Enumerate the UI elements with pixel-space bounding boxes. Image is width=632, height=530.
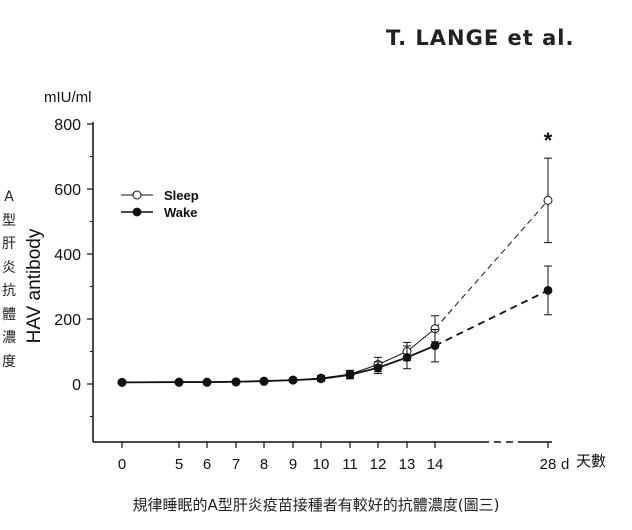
x-tick-label: 12 [370, 456, 387, 473]
y-ticks: 0 200 400 600 800 [54, 117, 93, 417]
y-tick-label: 600 [54, 182, 81, 199]
x-tick-label: 0 [118, 456, 126, 473]
side-label-vertical: A型肝炎抗體濃度 [2, 189, 16, 370]
point-wake [345, 370, 355, 380]
point-wake [202, 377, 212, 387]
annotations: * [544, 128, 553, 153]
point-wake [316, 374, 326, 384]
series-points [117, 157, 553, 387]
point-wake [174, 377, 184, 387]
legend-label-wake: Wake [164, 205, 197, 220]
x-tick-label: 7 [232, 456, 240, 473]
point-wake [231, 377, 241, 387]
axes [92, 122, 552, 443]
series-lines [121, 200, 549, 384]
series-dashed-sleep [434, 200, 549, 330]
series-line-wake [121, 344, 436, 384]
x-tick-label: 10 [313, 456, 330, 473]
x-ticks: 0 5 6 7 8 9 10 11 12 13 14 28 [118, 442, 557, 473]
y-axis-label: HAV antibody [24, 228, 45, 343]
x-axis-unit: d [561, 456, 569, 473]
point-wake [402, 352, 412, 362]
y-unit-label: mIU/ml [44, 89, 92, 106]
x-tick-label: 9 [289, 456, 297, 473]
y-tick-label: 0 [72, 377, 81, 394]
x-tick-label: 11 [342, 456, 358, 473]
series-line-sleep [122, 328, 436, 383]
point-wake [288, 375, 298, 385]
legend-marker-wake [132, 207, 142, 217]
author-header: T. LANGE et al. [386, 26, 575, 50]
legend-label-sleep: Sleep [164, 188, 199, 203]
significance-asterisk: * [544, 128, 553, 153]
x-tick-label: 13 [399, 456, 416, 473]
point-wake [117, 377, 127, 387]
point-sleep [543, 195, 553, 205]
series-dashed-wake [434, 289, 549, 347]
point-wake [430, 341, 440, 351]
x-tick-label: 28 [540, 456, 557, 473]
point-wake [259, 376, 269, 386]
legend-marker-sleep [132, 190, 142, 200]
figure-caption: 規律睡眠的A型肝炎疫苗接種者有較好的抗體濃度(圖三) [132, 496, 500, 514]
y-tick-label: 800 [54, 117, 81, 134]
antibody-chart: mIU/ml HAV antibody 0 200 400 600 800 0 5 6 7 8 9… [24, 89, 606, 473]
y-tick-label: 200 [54, 312, 81, 329]
point-wake [373, 363, 383, 373]
x-tick-label: 5 [175, 456, 183, 473]
x-axis-label-cjk: 天數 [576, 453, 606, 470]
x-tick-label: 14 [427, 456, 444, 473]
y-tick-label: 400 [54, 247, 81, 264]
point-wake [543, 286, 553, 295]
legend: Sleep Wake [121, 188, 199, 220]
x-tick-label: 8 [260, 456, 268, 473]
x-tick-label: 6 [203, 456, 211, 473]
